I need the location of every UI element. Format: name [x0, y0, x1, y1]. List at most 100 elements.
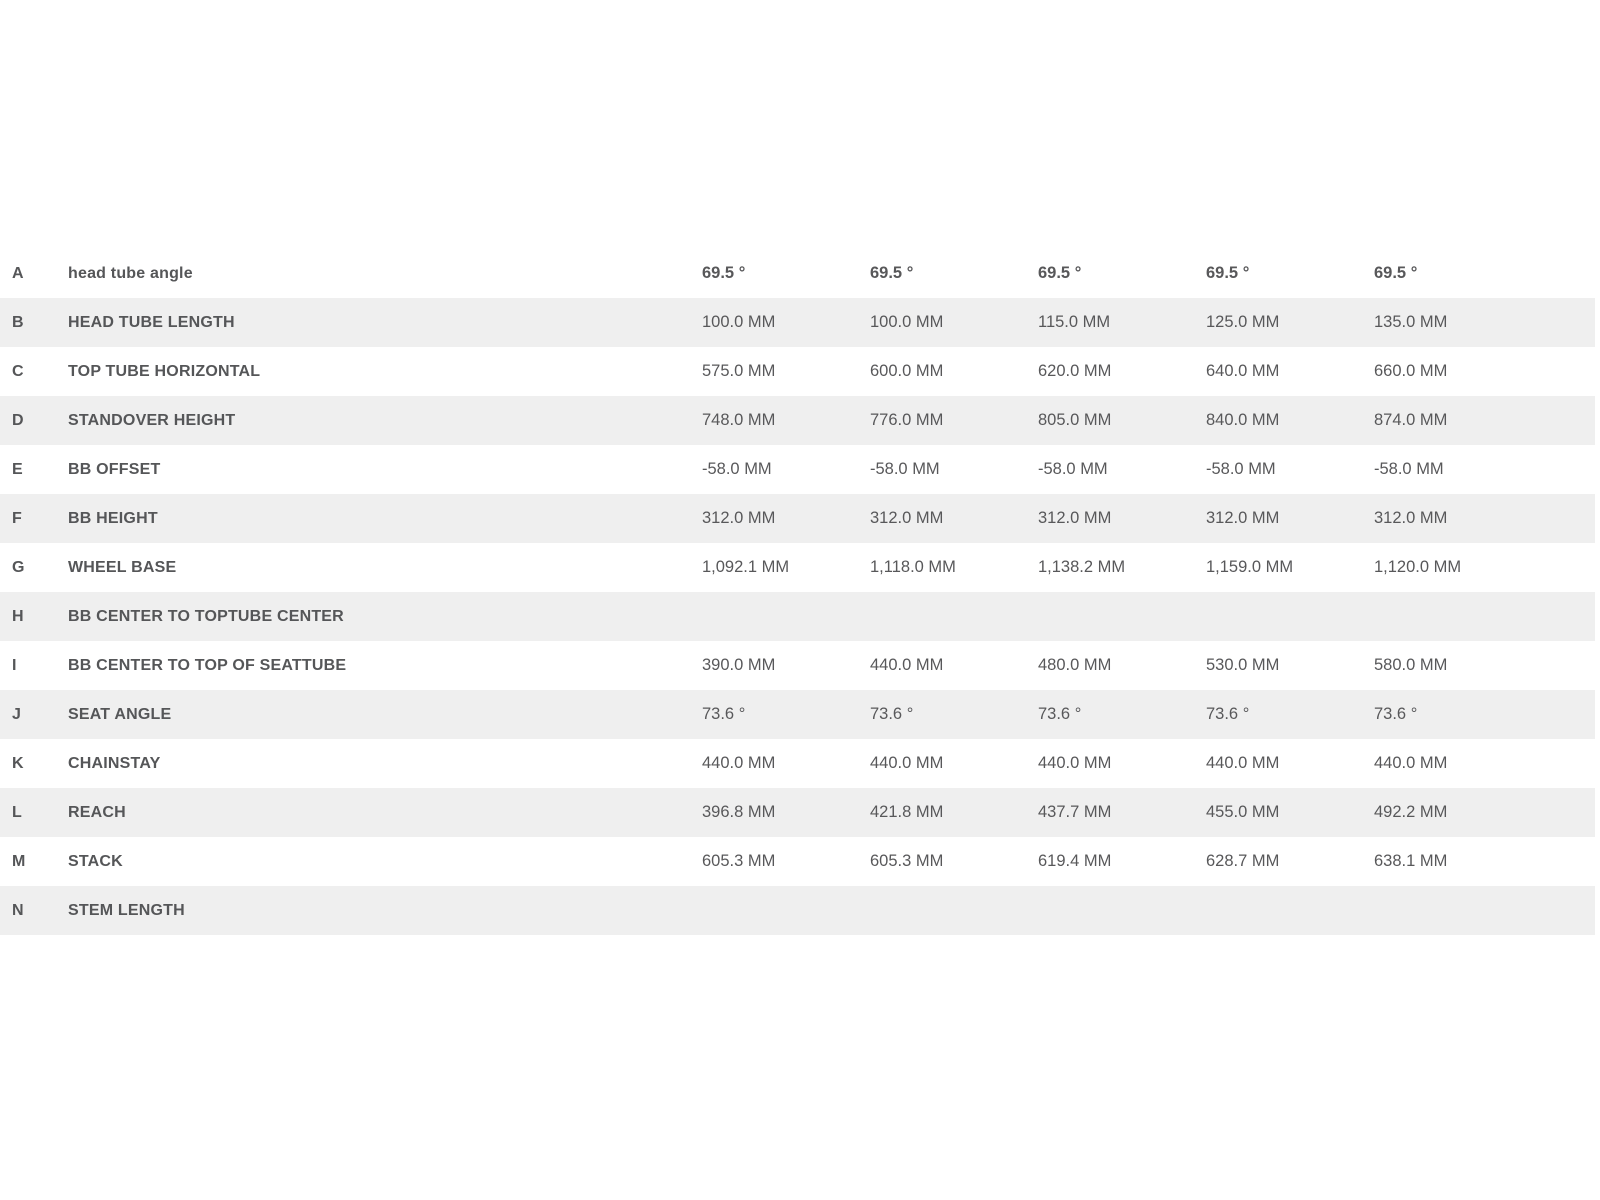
row-label: STEM LENGTH [68, 901, 185, 919]
row-label: HEAD TUBE LENGTH [68, 313, 235, 331]
row-value: 530.0 MM [1206, 656, 1280, 674]
row-value: 69.5 ° [870, 264, 914, 282]
row-letter: H [12, 607, 24, 625]
row-letter: A [12, 264, 24, 282]
row-label: REACH [68, 803, 126, 821]
row-value: 312.0 MM [1206, 509, 1280, 527]
row-value: 73.6 ° [1206, 705, 1250, 723]
row-value: 73.6 ° [702, 705, 746, 723]
row-value: 69.5 ° [1374, 264, 1418, 282]
row-value: 312.0 MM [870, 509, 944, 527]
row-letter: M [12, 852, 26, 870]
row-value: 437.7 MM [1038, 803, 1112, 821]
row-letter: D [12, 411, 24, 429]
row-value: 73.6 ° [1038, 705, 1082, 723]
row-value: 1,138.2 MM [1038, 558, 1126, 576]
row-value: 874.0 MM [1374, 411, 1448, 429]
table-row: H BB CENTER TO TOPTUBE CENTER [0, 592, 1595, 641]
row-value: 605.3 MM [702, 852, 776, 870]
row-value: 575.0 MM [702, 362, 776, 380]
row-value: 440.0 MM [702, 754, 776, 772]
table-row: B HEAD TUBE LENGTH 100.0 MM 100.0 MM 115.0 M… [0, 298, 1595, 347]
row-label: SEAT ANGLE [68, 705, 172, 723]
row-label: STACK [68, 852, 123, 870]
row-value: 748.0 MM [702, 411, 776, 429]
row-letter: K [12, 754, 24, 772]
row-value: 440.0 MM [1038, 754, 1112, 772]
row-letter: G [12, 558, 25, 576]
row-value: 69.5 ° [1038, 264, 1082, 282]
row-letter: C [12, 362, 24, 380]
table-row: L REACH 396.8 MM 421.8 MM 437.7 MM 455.0 MM 49… [0, 788, 1595, 837]
table-row: N STEM LENGTH [0, 886, 1595, 935]
row-value: -58.0 MM [870, 460, 940, 478]
row-value: 455.0 MM [1206, 803, 1280, 821]
row-value: 100.0 MM [702, 313, 776, 331]
table-row: K CHAINSTAY 440.0 MM 440.0 MM 440.0 MM 440.0 … [0, 739, 1595, 788]
row-value: 638.1 MM [1374, 852, 1448, 870]
row-label: BB CENTER TO TOP OF SEATTUBE [68, 656, 347, 674]
row-value: 440.0 MM [1206, 754, 1280, 772]
row-value: 1,092.1 MM [702, 558, 790, 576]
row-letter: N [12, 901, 24, 919]
row-value: 312.0 MM [1374, 509, 1448, 527]
row-letter: F [12, 509, 22, 527]
row-value: -58.0 MM [1374, 460, 1444, 478]
row-label: WHEEL BASE [68, 558, 177, 576]
row-value: 805.0 MM [1038, 411, 1112, 429]
row-value: 440.0 MM [870, 754, 944, 772]
row-label: TOP TUBE HORIZONTAL [68, 362, 261, 380]
row-value: 840.0 MM [1206, 411, 1280, 429]
row-label: BB OFFSET [68, 460, 161, 478]
row-value: 580.0 MM [1374, 656, 1448, 674]
table-row: M STACK 605.3 MM 605.3 MM 619.4 MM 628.7 MM 63… [0, 837, 1595, 886]
row-value: 620.0 MM [1038, 362, 1112, 380]
row-value: -58.0 MM [702, 460, 772, 478]
row-value: 1,120.0 MM [1374, 558, 1462, 576]
row-value: 135.0 MM [1374, 313, 1448, 331]
row-label: BB HEIGHT [68, 509, 158, 527]
row-value: 390.0 MM [702, 656, 776, 674]
row-value: 619.4 MM [1038, 852, 1112, 870]
row-value: 115.0 MM [1038, 313, 1111, 331]
row-value: 640.0 MM [1206, 362, 1280, 380]
row-label: head tube angle [68, 264, 193, 282]
row-value: 440.0 MM [1374, 754, 1448, 772]
row-value: 480.0 MM [1038, 656, 1112, 674]
row-label: CHAINSTAY [68, 754, 161, 772]
row-value: 605.3 MM [870, 852, 944, 870]
row-value: -58.0 MM [1038, 460, 1108, 478]
row-letter: B [12, 313, 24, 331]
row-label: BB CENTER TO TOPTUBE CENTER [68, 607, 344, 625]
row-value: 73.6 ° [1374, 705, 1418, 723]
table-row: I BB CENTER TO TOP OF SEATTUBE 390.0 MM 440… [0, 641, 1595, 690]
row-letter: E [12, 460, 23, 478]
row-value: 69.5 ° [1206, 264, 1250, 282]
table-row: C TOP TUBE HORIZONTAL 575.0 MM 600.0 MM 620.… [0, 347, 1595, 396]
row-label: STANDOVER HEIGHT [68, 411, 236, 429]
row-value: 396.8 MM [702, 803, 776, 821]
row-value: 421.8 MM [870, 803, 944, 821]
row-value: 1,159.0 MM [1206, 558, 1294, 576]
row-value: 1,118.0 MM [870, 558, 956, 576]
row-value: 776.0 MM [870, 411, 944, 429]
row-value: 660.0 MM [1374, 362, 1448, 380]
row-value: 312.0 MM [702, 509, 776, 527]
row-value: 312.0 MM [1038, 509, 1112, 527]
row-letter: L [12, 803, 22, 821]
table-row: D STANDOVER HEIGHT 748.0 MM 776.0 MM 805.0 M… [0, 396, 1595, 445]
row-letter: I [12, 656, 17, 674]
table-row: G WHEEL BASE 1,092.1 MM 1,118.0 MM 1,138.2 M… [0, 543, 1595, 592]
row-value: 69.5 ° [702, 264, 746, 282]
row-value: 440.0 MM [870, 656, 944, 674]
table-row: E BB OFFSET -58.0 MM -58.0 MM -58.0 MM -58.0 … [0, 445, 1595, 494]
row-letter: J [12, 705, 21, 723]
row-value: 628.7 MM [1206, 852, 1280, 870]
table-row: J SEAT ANGLE 73.6 ° 73.6 ° 73.6 ° 73.6 ° 73.6 … [0, 690, 1595, 739]
row-value: 125.0 MM [1206, 313, 1280, 331]
row-value: 100.0 MM [870, 313, 944, 331]
row-value: 600.0 MM [870, 362, 944, 380]
row-value: 73.6 ° [870, 705, 914, 723]
